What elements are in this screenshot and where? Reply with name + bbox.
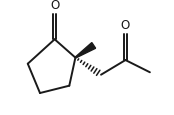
Text: O: O bbox=[50, 0, 59, 12]
Polygon shape bbox=[75, 43, 96, 59]
Text: O: O bbox=[121, 19, 130, 32]
